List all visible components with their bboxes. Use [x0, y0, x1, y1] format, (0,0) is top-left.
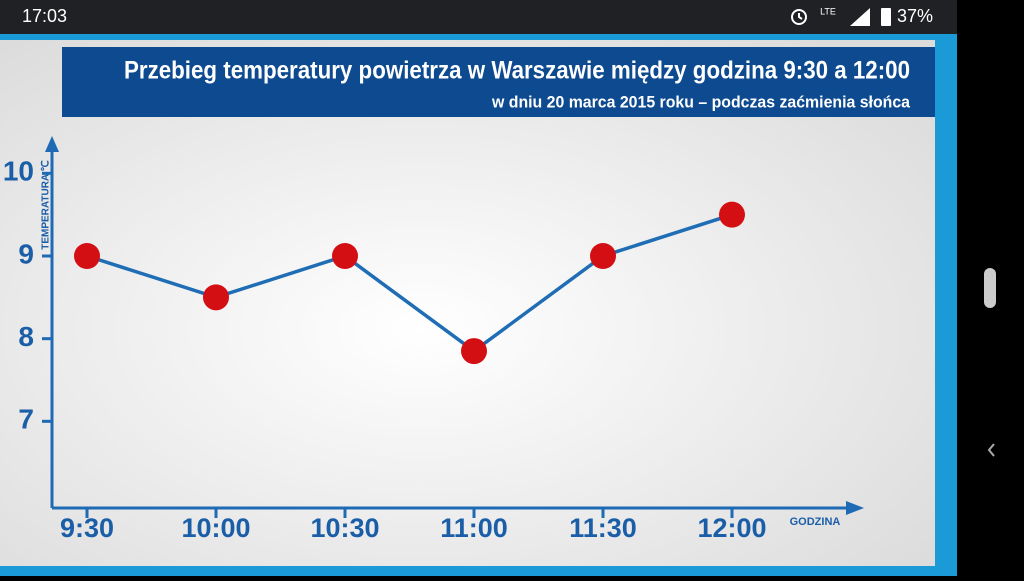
- y-tick-label: 10: [3, 156, 34, 187]
- y-tick-label: 8: [18, 321, 34, 352]
- data-point: [590, 243, 616, 269]
- x-tick-label: 10:30: [310, 513, 379, 543]
- title-box: [62, 47, 935, 117]
- x-tick-label: 11:00: [440, 513, 508, 543]
- y-axis-label: TEMPERATURA ℃: [41, 160, 52, 250]
- data-point: [719, 201, 745, 228]
- status-time: 17:03: [22, 6, 67, 26]
- chart-panel: [0, 40, 935, 566]
- nav-handle[interactable]: [984, 268, 996, 308]
- x-axis-arrow: [846, 501, 864, 515]
- x-tick-label: 9:30: [60, 513, 114, 543]
- data-point: [332, 243, 358, 269]
- alarm-icon: [791, 9, 807, 25]
- x-tick-label: 10:00: [181, 513, 250, 543]
- data-point: [461, 338, 487, 365]
- chart-title: Przebieg temperatury powietrza w Warszaw…: [124, 57, 910, 85]
- x-tick-label: 12:00: [697, 513, 766, 543]
- data-point: [203, 284, 229, 311]
- x-axis-label: GODZINA: [790, 516, 841, 528]
- data-point: [74, 243, 100, 269]
- data-line: [86, 213, 733, 354]
- y-tick-label: 7: [18, 404, 34, 435]
- y-axis-arrow: [45, 136, 59, 152]
- nav-back[interactable]: [987, 443, 995, 457]
- status-battery: 37%: [897, 6, 933, 26]
- y-tick-label: 9: [18, 238, 34, 269]
- x-tick-label: 11:30: [569, 513, 637, 543]
- battery-icon: [881, 8, 891, 26]
- status-bar: [0, 0, 957, 34]
- status-network: LTE: [820, 6, 836, 16]
- signal-icon: [850, 8, 870, 26]
- chart-subtitle: w dniu 20 marca 2015 roku – podczas zaćm…: [491, 92, 910, 111]
